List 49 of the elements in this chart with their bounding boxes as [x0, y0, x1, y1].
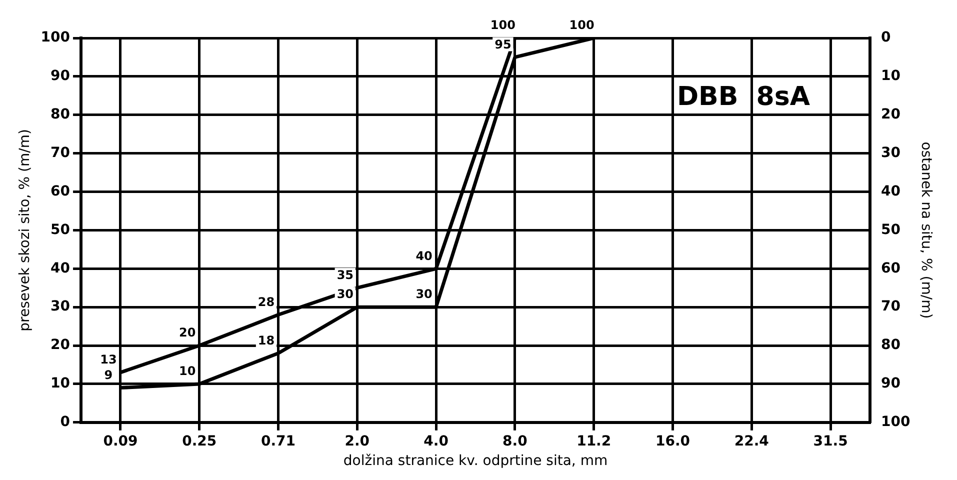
- y2-tick-label: 10: [880, 68, 901, 84]
- y2-axis-title: ostanek na situ, % (m/m): [918, 142, 934, 319]
- data-label: 13: [100, 352, 117, 367]
- data-label: 30: [336, 287, 354, 302]
- data-label: 10: [179, 364, 196, 378]
- x-tick-label: 0.25: [182, 433, 217, 450]
- y2-tick-label: 0: [880, 30, 891, 46]
- y2-tick-label: 60: [880, 260, 901, 276]
- y2-tick-label: 70: [880, 298, 901, 315]
- data-label: 35: [336, 268, 354, 282]
- y-tick-label: 10: [50, 376, 70, 392]
- data-label: 100: [569, 18, 594, 32]
- y2-tick-label: 90: [880, 376, 901, 392]
- data-label: 30: [416, 287, 432, 302]
- data-label: 9: [104, 368, 113, 382]
- x-tick-label: 8.0: [502, 433, 528, 450]
- y-axis-title: presevek skozi sito, % (m/m): [17, 129, 34, 332]
- data-label: 95: [494, 37, 512, 52]
- y-tick-label: 90: [50, 68, 70, 84]
- y-tick-label: 20: [50, 337, 70, 354]
- x-tick-label: 4.0: [424, 433, 449, 450]
- y-tick-label: 100: [40, 30, 70, 46]
- x-axis-title: dolžina stranice kv. odprtine sita, mm: [343, 453, 608, 470]
- y2-tick-label: 20: [880, 106, 901, 123]
- x-tick-label: 16.0: [655, 433, 690, 450]
- x-tick-label: 2.0: [344, 433, 370, 450]
- x-tick-label: 11.2: [576, 433, 612, 450]
- data-label: 28: [258, 294, 275, 309]
- annotation: DBB 8sA: [676, 82, 810, 112]
- y2-tick-label: 50: [880, 222, 901, 238]
- y-tick-label: 80: [50, 106, 70, 123]
- x-tick-label: 0.71: [260, 433, 296, 450]
- x-tick-label: 31.5: [813, 433, 848, 450]
- y2-tick-label: 40: [880, 183, 901, 200]
- y-tick-label: 30: [50, 298, 70, 315]
- data-label: 100: [490, 18, 516, 32]
- data-label: 40: [416, 248, 432, 263]
- y-tick-label: 50: [50, 222, 70, 238]
- y2-tick-label: 100: [880, 414, 910, 430]
- data-label: 18: [258, 333, 275, 348]
- data-label: 20: [179, 326, 196, 340]
- x-tick-label: 22.4: [734, 433, 770, 450]
- y2-tick-label: 30: [880, 144, 901, 161]
- y-tick-label: 60: [50, 183, 70, 200]
- x-tick-label: 0.09: [103, 433, 138, 450]
- y-tick-label: 70: [50, 144, 70, 161]
- y-tick-label: 40: [50, 260, 70, 276]
- y-tick-label: 0: [60, 414, 70, 430]
- y2-tick-label: 80: [880, 337, 901, 354]
